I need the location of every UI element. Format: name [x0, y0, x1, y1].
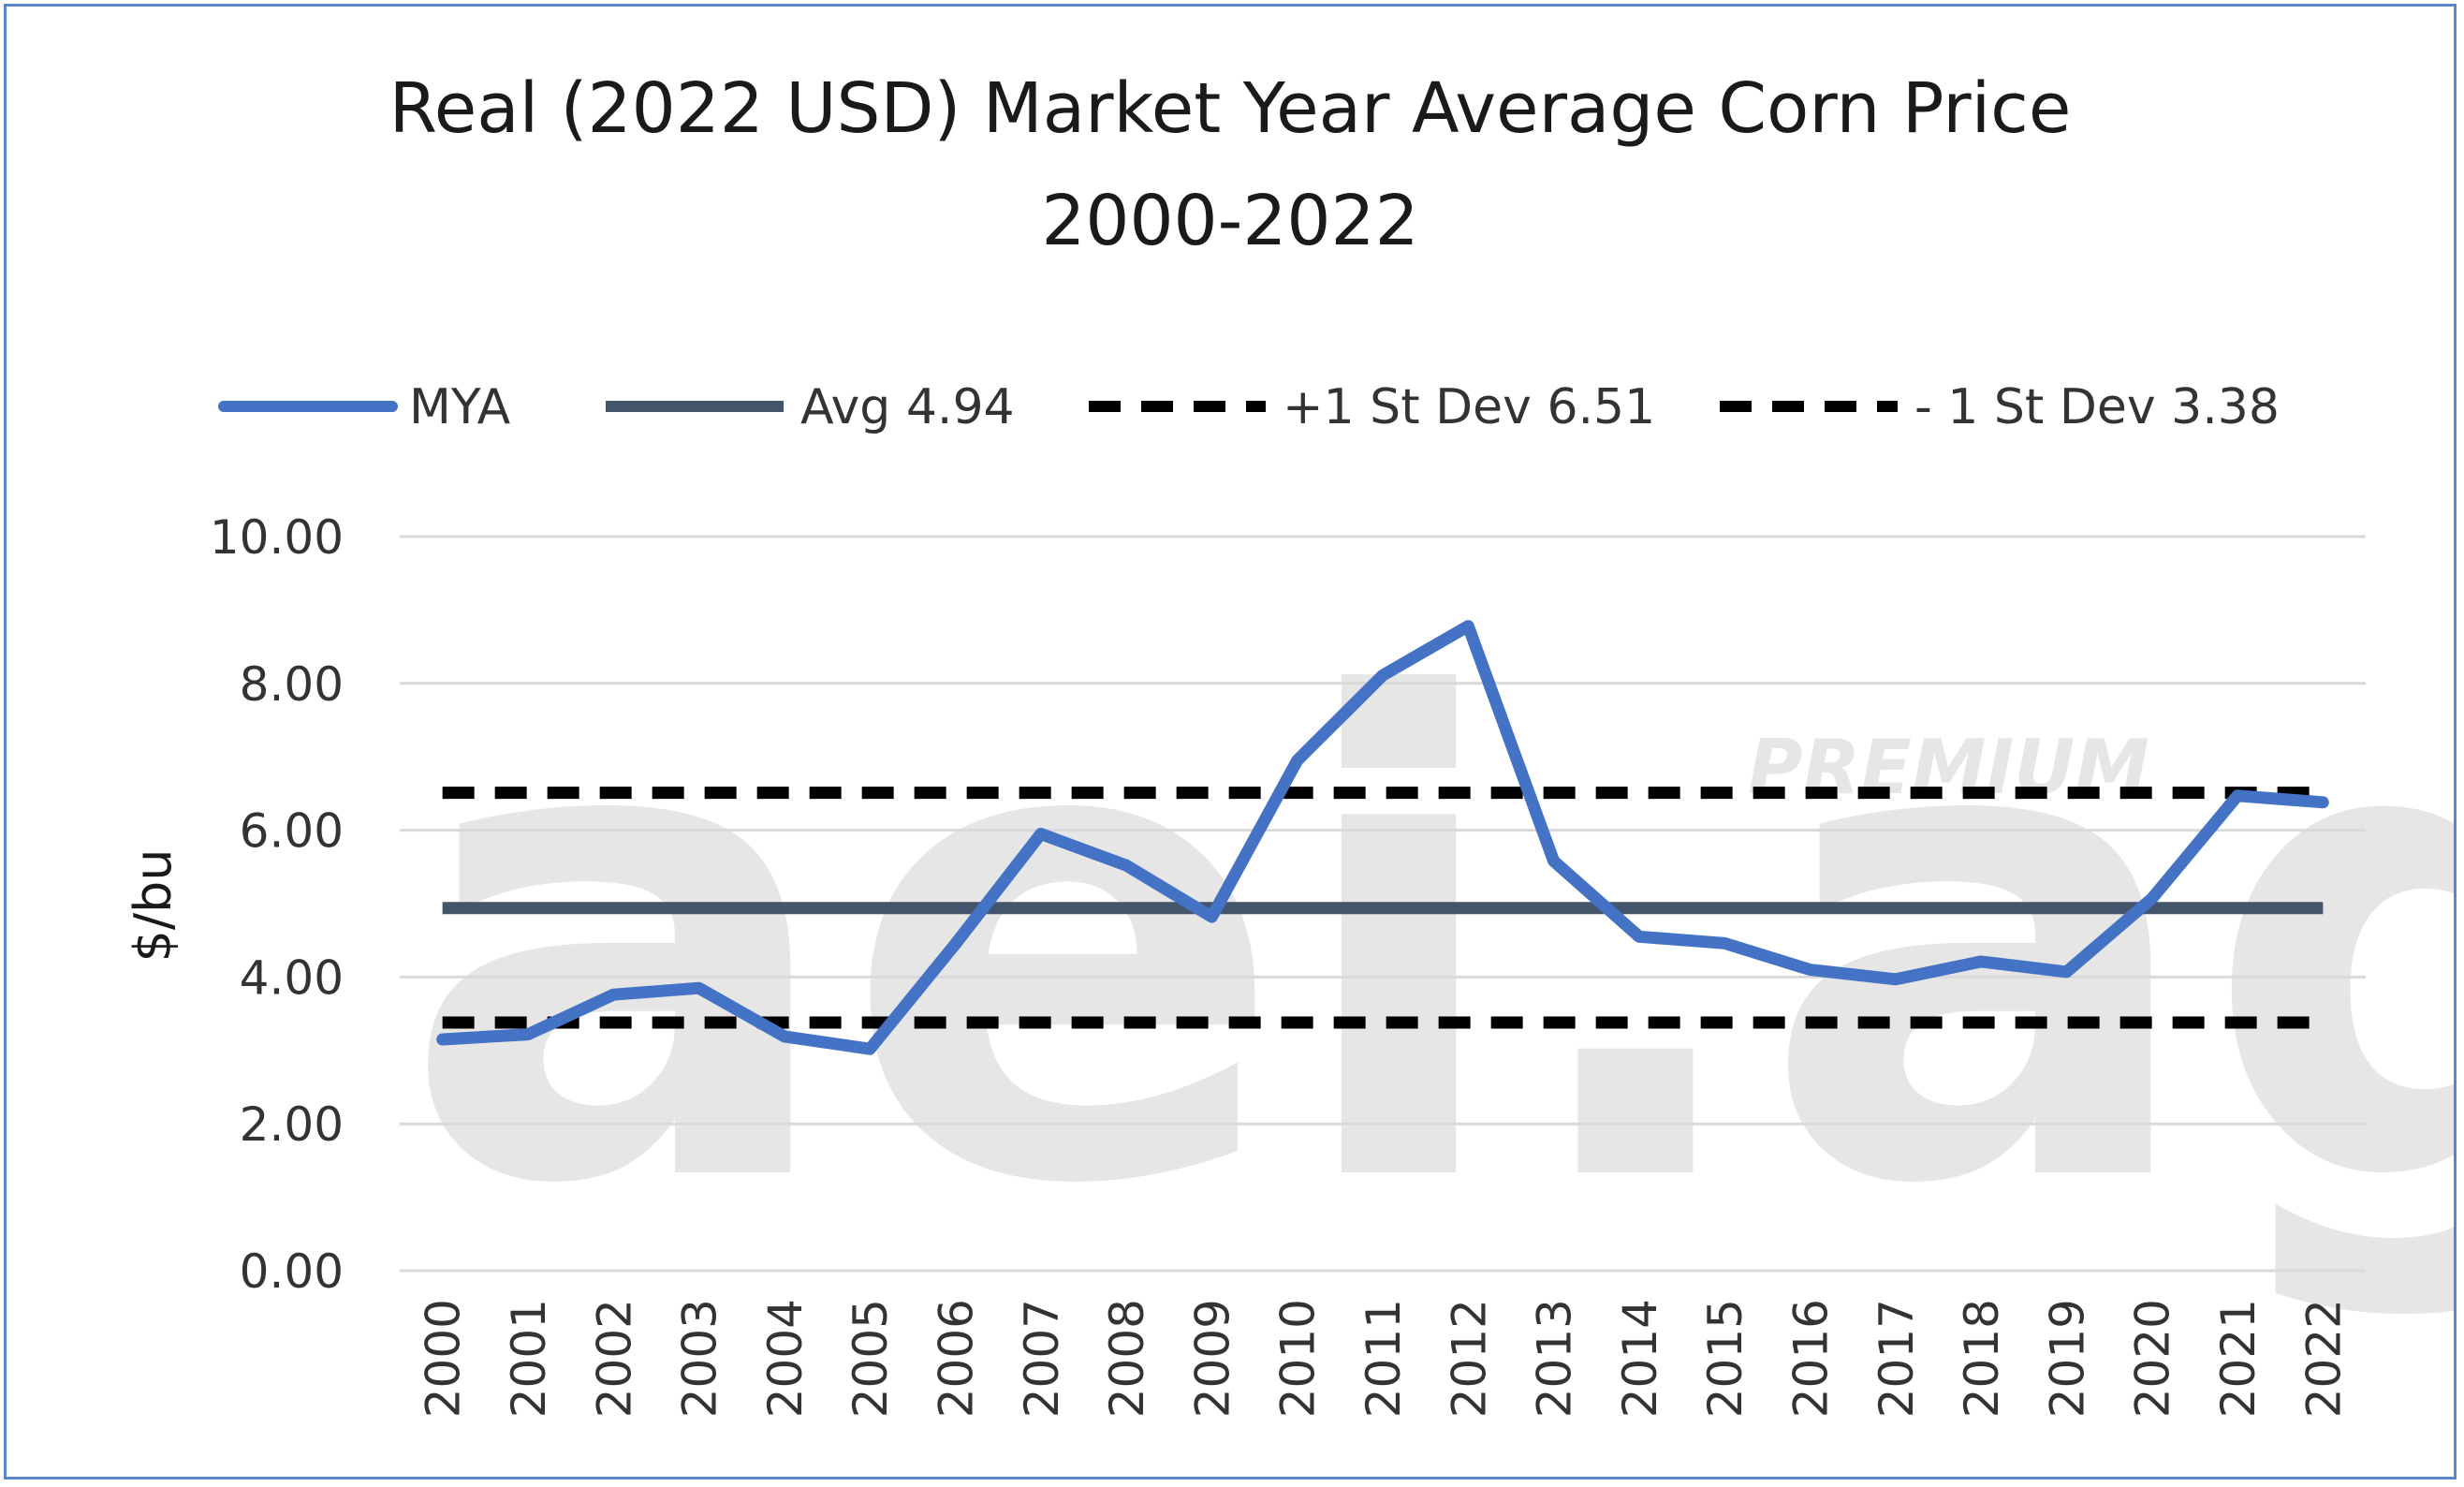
x-tick-label: 2002 — [587, 1299, 641, 1418]
x-tick-label: 2011 — [1357, 1299, 1411, 1418]
x-tick-label: 2003 — [673, 1299, 727, 1418]
legend-item-avg: Avg 4.94 — [606, 379, 1015, 435]
x-tick-label: 2015 — [1698, 1299, 1753, 1418]
y-axis-title: $/bu — [124, 848, 183, 962]
watermark-logo: aei.ag — [400, 565, 2454, 1328]
chart-frame: aei.ag PREMIUM Real (2022 USD) Market Ye… — [4, 4, 2457, 1480]
legend-item-minus-stdev: - 1 St Dev 3.38 — [1720, 379, 2280, 435]
data-point-mya — [1979, 959, 1984, 964]
data-point-mya — [2149, 896, 2154, 901]
x-tick-label: 2007 — [1015, 1299, 1069, 1418]
legend-item-plus-stdev: +1 St Dev 6.51 — [1089, 379, 1655, 435]
y-tick-label: 0.00 — [240, 1244, 344, 1299]
legend-item-mya: MYA — [218, 379, 511, 435]
x-tick-label: 2019 — [2040, 1299, 2094, 1418]
data-point-mya — [953, 942, 958, 947]
data-point-mya — [1636, 935, 1641, 939]
data-point-mya — [525, 1032, 530, 1037]
series-lines — [436, 620, 2329, 1055]
data-point-mya — [1808, 967, 1812, 972]
x-tick-label: 2022 — [2296, 1299, 2351, 1418]
data-point-mya — [611, 993, 616, 997]
y-tick-label: 10.00 — [210, 510, 344, 565]
x-tick-label: 2010 — [1271, 1299, 1326, 1418]
legend-label-plus-stdev: +1 St Dev 6.51 — [1283, 379, 1655, 435]
data-point-mya — [1210, 915, 1214, 920]
data-point-mya — [1038, 832, 1043, 836]
data-point-mya — [2064, 969, 2069, 974]
x-tick-label: 2018 — [1955, 1299, 2009, 1418]
x-tick-label: 2004 — [758, 1299, 813, 1418]
data-point-mya — [868, 1047, 873, 1052]
x-tick-label: 2005 — [843, 1299, 898, 1418]
x-tick-label: 2021 — [2211, 1299, 2266, 1418]
x-tick-label: 2008 — [1100, 1299, 1154, 1418]
data-point-mya — [440, 1038, 445, 1042]
legend-label-mya: MYA — [409, 379, 511, 435]
x-tick-label: 2013 — [1528, 1299, 1582, 1418]
data-point-mya — [1381, 673, 1385, 678]
x-tick-label: 2009 — [1185, 1299, 1239, 1418]
chart-subtitle: 2000-2022 — [1041, 181, 1418, 261]
watermark: aei.ag PREMIUM — [400, 565, 2454, 1328]
legend-label-avg: Avg 4.94 — [800, 379, 1015, 435]
data-point-mya — [1551, 859, 1556, 863]
y-tick-label: 8.00 — [240, 657, 344, 712]
data-point-mya — [697, 986, 701, 991]
x-tick-label: 2001 — [502, 1299, 556, 1418]
x-tick-label: 2014 — [1613, 1299, 1667, 1418]
data-point-mya — [1295, 758, 1299, 763]
chart-title: Real (2022 USD) Market Year Average Corn… — [389, 68, 2072, 149]
legend-label-minus-stdev: - 1 St Dev 3.38 — [1914, 379, 2280, 435]
x-tick-label: 2017 — [1870, 1299, 1924, 1418]
data-point-mya — [1723, 941, 1727, 946]
x-tick-label: 2006 — [929, 1299, 983, 1418]
y-axis-ticks: 0.00 2.00 4.00 6.00 8.00 10.00 — [210, 510, 344, 1299]
data-point-mya — [782, 1034, 786, 1038]
legend: MYA Avg 4.94 +1 St Dev 6.51 - 1 St Dev 3… — [218, 379, 2280, 435]
x-tick-label: 2000 — [417, 1299, 471, 1418]
x-tick-label: 2016 — [1784, 1299, 1839, 1418]
data-point-mya — [1124, 863, 1129, 868]
data-point-mya — [1893, 977, 1898, 981]
data-point-mya — [1466, 624, 1471, 628]
chart-svg: aei.ag PREMIUM Real (2022 USD) Market Ye… — [124, 68, 2454, 1418]
x-tick-label: 2020 — [2126, 1299, 2180, 1418]
data-point-mya — [2321, 800, 2325, 804]
y-tick-label: 2.00 — [240, 1097, 344, 1152]
x-axis-ticks: 2000 2001 2002 2003 2004 2005 2006 2007 2008 2009… — [417, 1299, 2352, 1418]
data-point-mya — [2236, 793, 2240, 798]
x-tick-label: 2012 — [1442, 1299, 1496, 1418]
y-tick-label: 6.00 — [240, 804, 344, 859]
y-tick-label: 4.00 — [240, 950, 344, 1005]
